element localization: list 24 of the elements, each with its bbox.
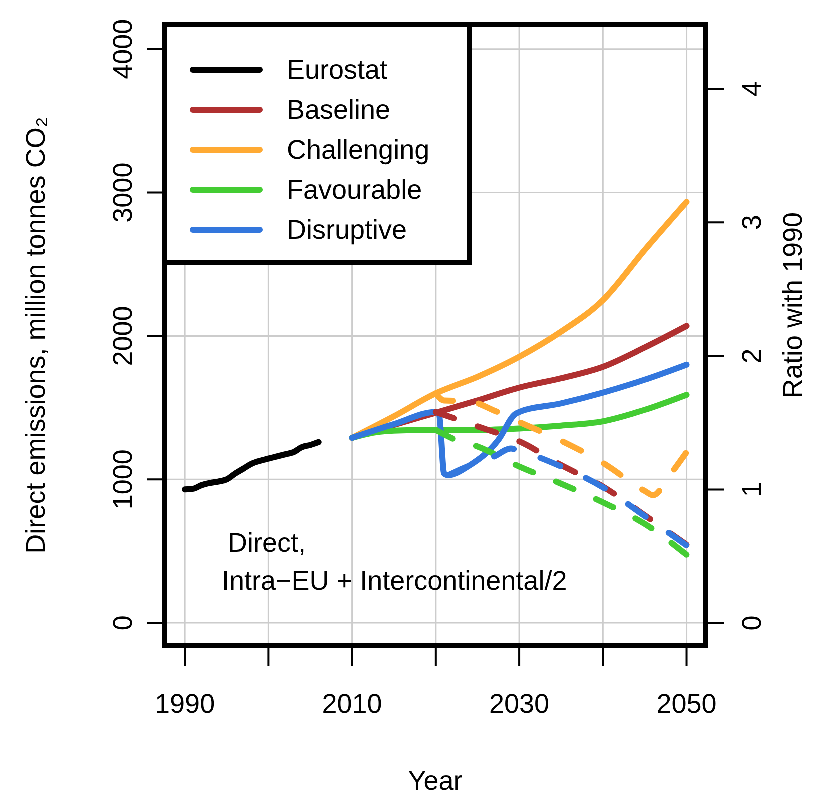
y2-axis-title: Ratio with 1990 — [778, 212, 808, 399]
y2-tick-label: 1 — [737, 482, 767, 498]
y-tick-label: 4000 — [108, 19, 138, 80]
y-tick-label: 1000 — [108, 450, 138, 510]
legend-label: Eurostat — [287, 55, 388, 85]
legend-label: Challenging — [287, 135, 430, 165]
x-tick-label: 1990 — [155, 689, 216, 719]
legend-label: Favourable — [287, 175, 422, 205]
x-tick-label: 2050 — [656, 689, 717, 719]
y-tick-label: 0 — [108, 616, 138, 631]
x-tick-label: 2010 — [322, 689, 382, 719]
x-tick-label: 2030 — [489, 689, 550, 719]
y-tick-label: 3000 — [108, 162, 138, 223]
annotation: Intra−EU + Intercontinental/2 — [222, 566, 568, 596]
legend-label: Disruptive — [287, 215, 408, 245]
y-tick-label: 2000 — [108, 306, 138, 366]
y2-tick-label: 3 — [737, 215, 767, 230]
y2-tick-label: 2 — [737, 348, 767, 364]
legend-label: Baseline — [287, 95, 391, 125]
x-axis-title: Year — [408, 766, 463, 796]
y-axis-title: Direct emissions, million tonnes CO₂ — [21, 117, 51, 554]
y2-tick-label: 4 — [737, 82, 767, 97]
annotation: Direct, — [228, 528, 306, 558]
y2-tick-label: 0 — [737, 616, 767, 631]
